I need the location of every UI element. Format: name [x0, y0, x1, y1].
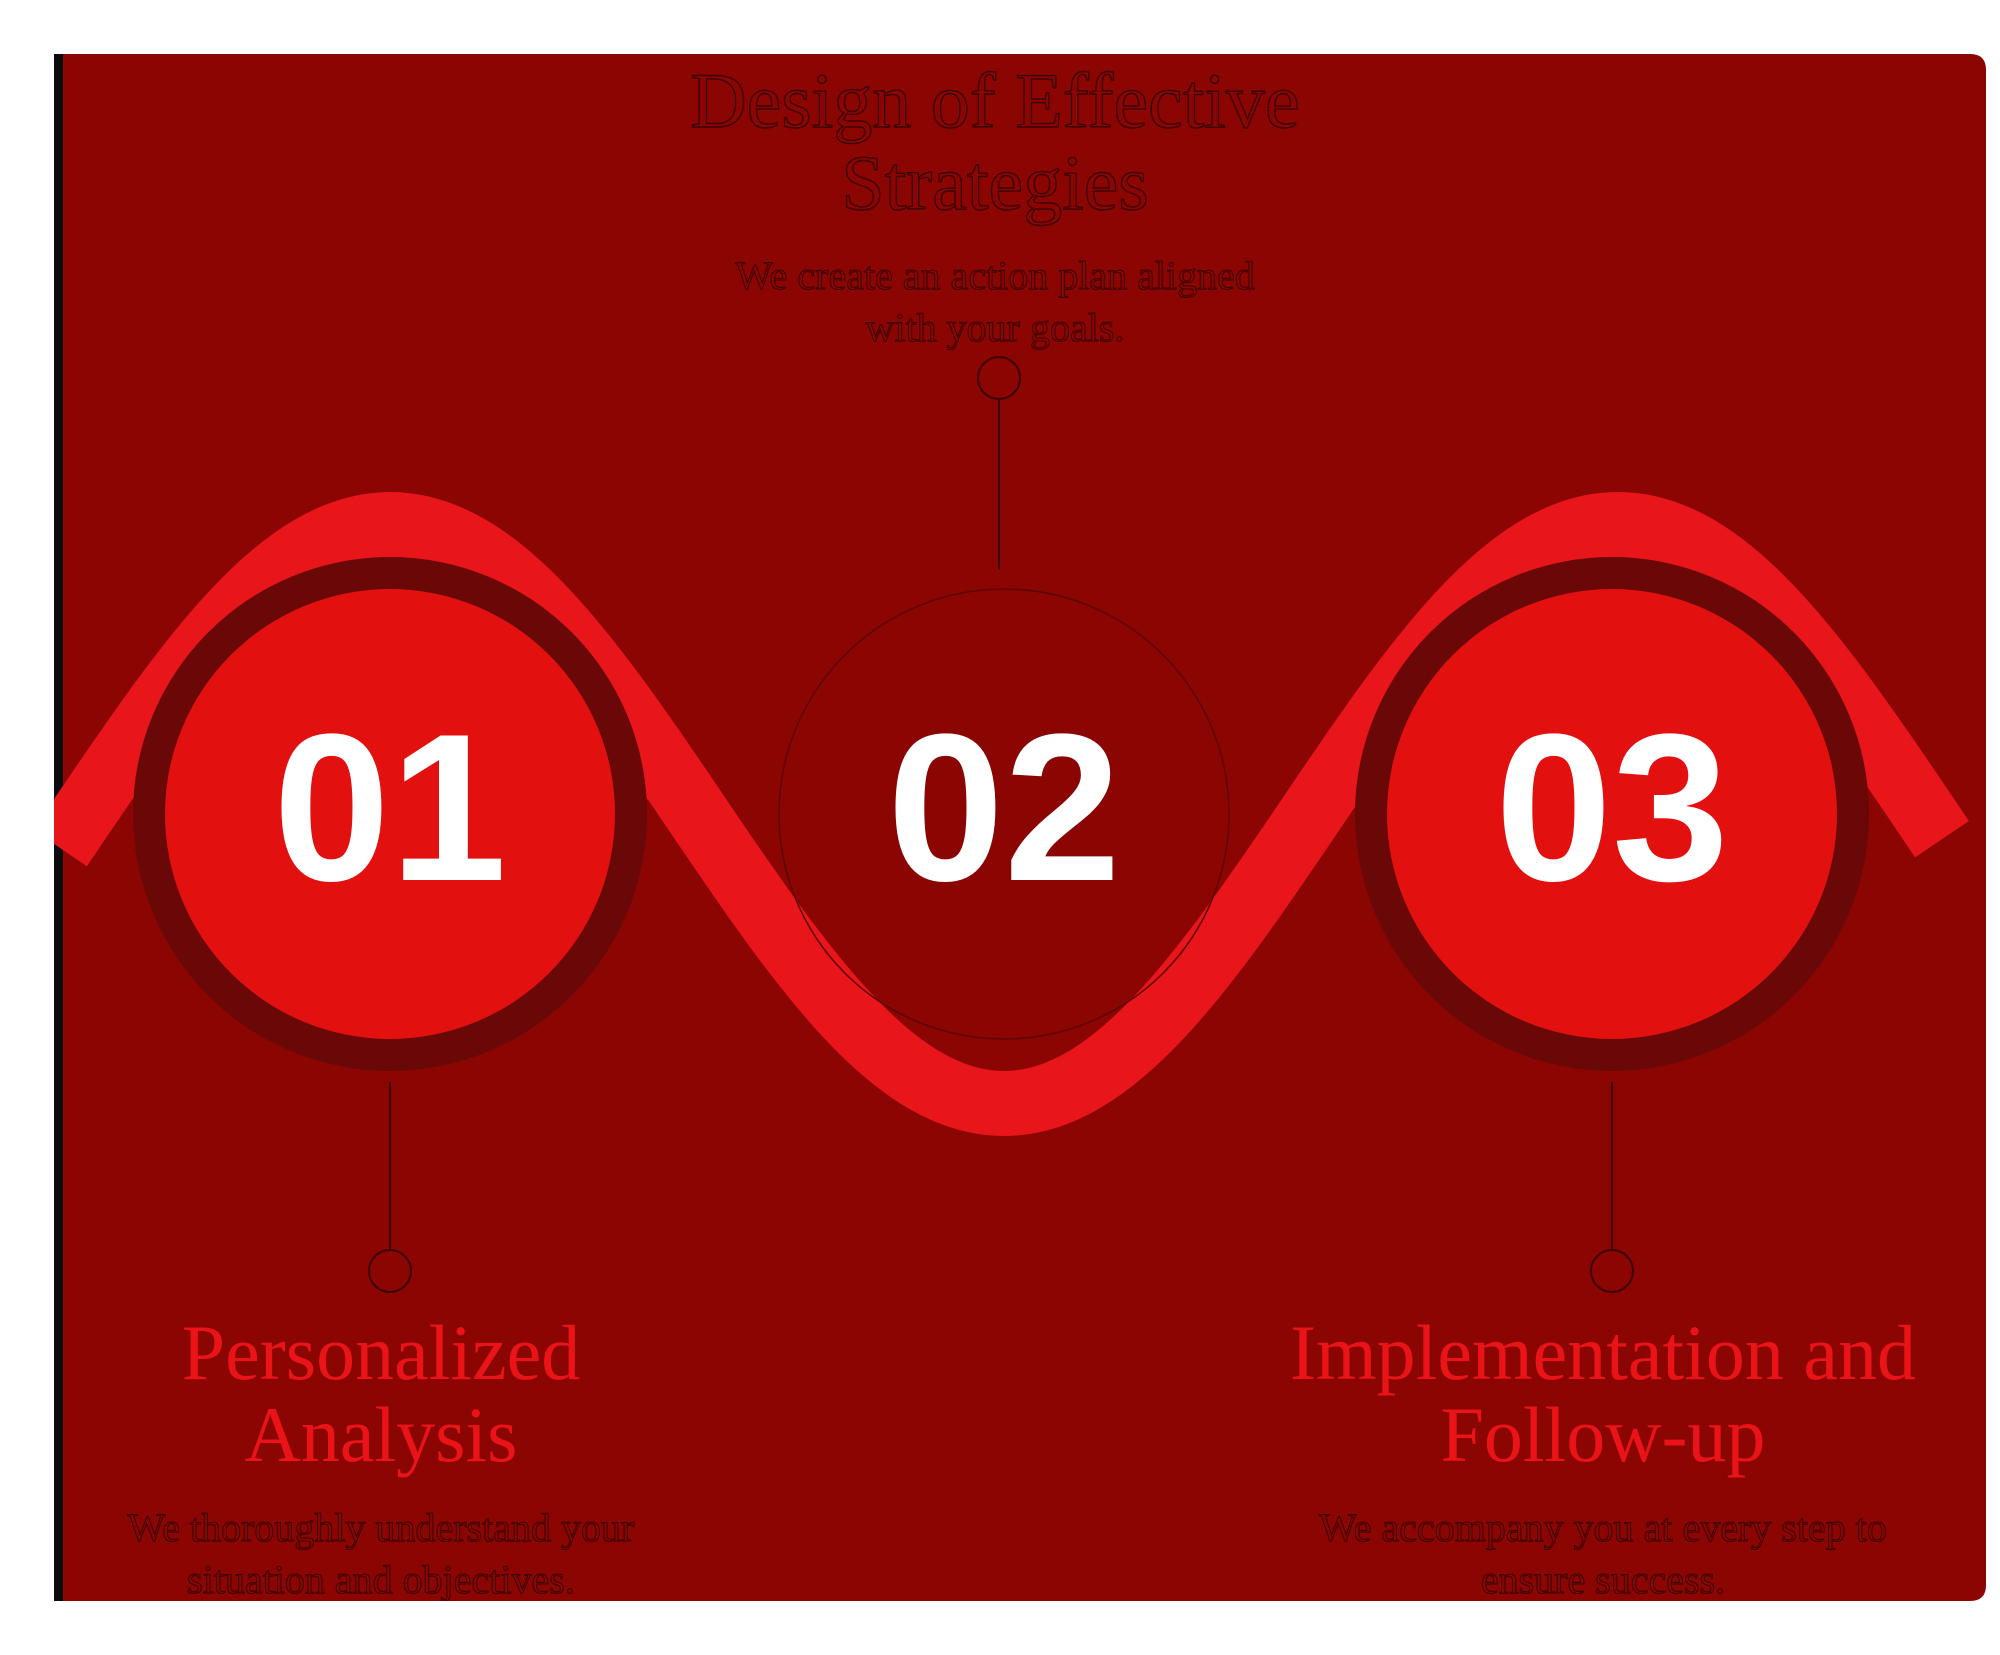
svg-text:03: 03	[1495, 690, 1729, 925]
svg-text:01: 01	[273, 690, 507, 925]
svg-text:02: 02	[887, 690, 1121, 925]
